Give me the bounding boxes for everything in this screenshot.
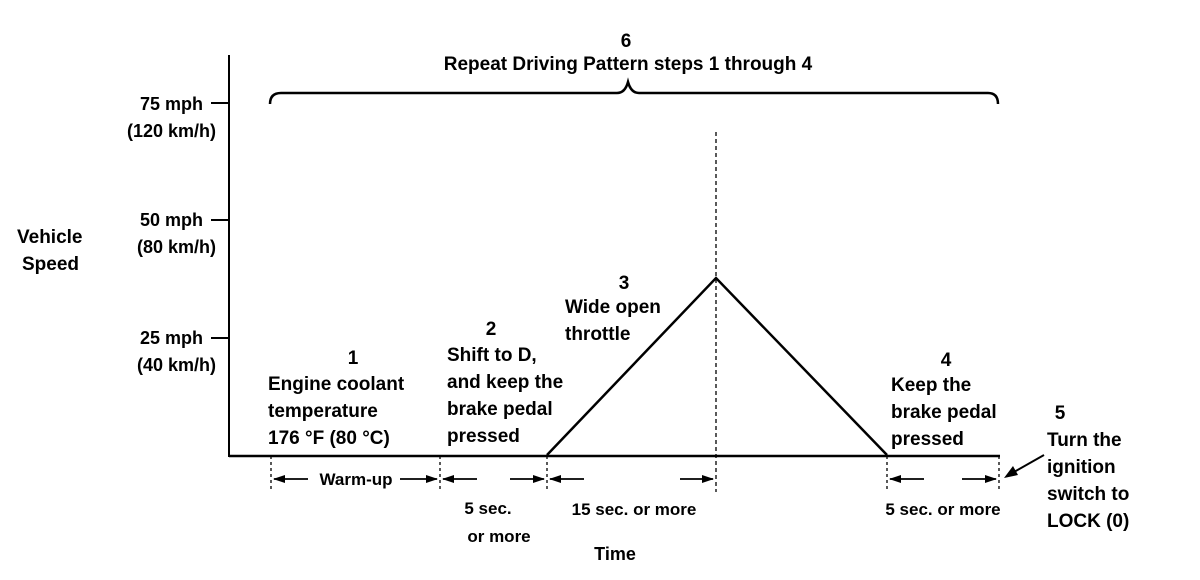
step1-number: 1 [348, 348, 359, 369]
step4-line2: brake pedal [891, 402, 997, 423]
y-axis-label-line2: Speed [22, 254, 79, 275]
step3-line1: Wide open [565, 297, 661, 318]
step4-duration-arrows [889, 475, 997, 483]
y-axis-label-line1: Vehicle [17, 227, 83, 248]
y-tick-50-kmh: (80 km/h) [137, 237, 216, 257]
step2-duration-line1: 5 sec. [464, 499, 511, 518]
step3-number: 3 [619, 273, 630, 294]
step5-line1: Turn the [1047, 430, 1122, 451]
y-tick-25-mph: 25 mph [140, 328, 203, 348]
step3-duration-label: 15 sec. or more [572, 500, 697, 519]
y-tick-25-kmh: (40 km/h) [137, 355, 216, 375]
step2-line3: brake pedal [447, 399, 553, 420]
repeat-brace [268, 77, 1000, 105]
step5-pointer-arrow [1004, 454, 1045, 478]
step1-line1: Engine coolant [268, 374, 405, 395]
step3-line2: throttle [565, 324, 630, 345]
speed-trace [546, 276, 888, 456]
y-tick-50-mph: 50 mph [140, 210, 203, 230]
step4-duration-label: 5 sec. or more [885, 500, 1000, 519]
warmup-label: Warm-up [319, 470, 392, 489]
warmup-duration-arrows [273, 475, 438, 483]
y-tick-75-mph: 75 mph [140, 94, 203, 114]
repeat-step-text: Repeat Driving Pattern steps 1 through 4 [444, 54, 813, 75]
step1-line3: 176 °F (80 °C) [268, 428, 390, 449]
step2-duration-arrows [442, 475, 545, 483]
step2-line1: Shift to D, [447, 345, 537, 366]
step2-duration-line2: or more [467, 527, 530, 546]
step5-line2: ignition [1047, 457, 1116, 478]
step2-line4: pressed [447, 426, 520, 447]
step4-line1: Keep the [891, 375, 971, 396]
step2-line2: and keep the [447, 372, 563, 393]
x-axis-label: Time [594, 544, 636, 564]
step4-line3: pressed [891, 429, 964, 450]
step4-number: 4 [941, 350, 952, 371]
y-tick-75-kmh: (120 km/h) [127, 121, 216, 141]
step5-number: 5 [1055, 403, 1066, 424]
step3-duration-arrows [549, 475, 714, 483]
step2-number: 2 [486, 319, 497, 340]
repeat-step-number: 6 [621, 31, 632, 52]
step5-line3: switch to [1047, 484, 1129, 505]
step5-line4: LOCK (0) [1047, 511, 1129, 532]
step1-line2: temperature [268, 401, 378, 422]
